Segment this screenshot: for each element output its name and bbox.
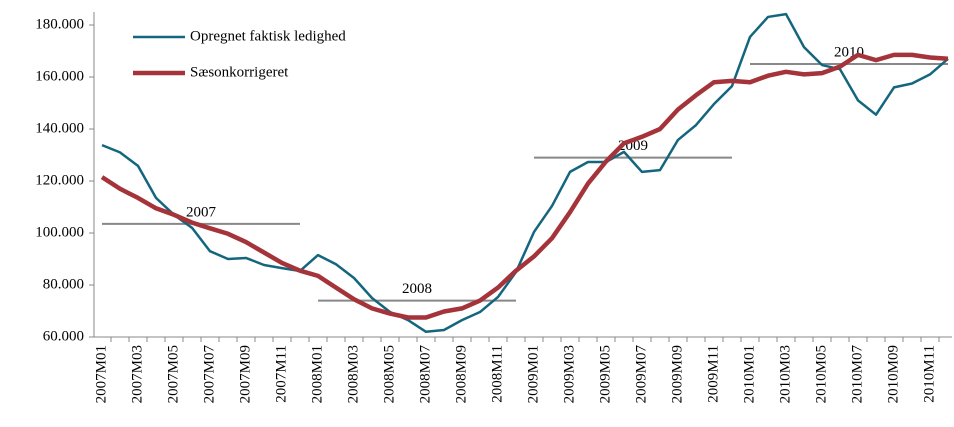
x-tick-label: 2009M11 <box>705 345 721 403</box>
y-tick-label: 120.000 <box>35 172 84 188</box>
x-tick-label: 2009M03 <box>561 345 577 403</box>
y-tick-label: 180.000 <box>35 16 84 32</box>
x-tick-label: 2007M03 <box>129 345 145 403</box>
y-tick-label: 80.000 <box>43 276 84 292</box>
x-tick-label: 2010M05 <box>813 345 829 403</box>
series-line <box>101 12 949 334</box>
x-tick-label: 2007M05 <box>165 345 181 403</box>
x-tick-label: 2008M09 <box>453 345 469 403</box>
x-tick-label: 2009M09 <box>669 345 685 403</box>
y-tick-label: 100.000 <box>35 224 84 240</box>
annual-average-label: 2007 <box>186 204 217 220</box>
legend-label: Opregnet faktisk ledighed <box>190 28 346 44</box>
x-tick-label: 2007M11 <box>273 345 289 403</box>
x-tick-label: 2007M07 <box>201 345 217 404</box>
y-tick-label: 140.000 <box>35 120 84 136</box>
x-tick-label: 2009M07 <box>633 345 649 404</box>
x-tick-label: 2008M07 <box>417 345 433 404</box>
x-tick-label: 2007M01 <box>93 345 109 403</box>
x-tick-label: 2010M07 <box>849 345 865 404</box>
x-tick-label: 2008M11 <box>489 345 505 403</box>
x-tick-label: 2007M09 <box>237 345 253 403</box>
annual-average-label: 2008 <box>402 281 432 297</box>
series-line <box>100 52 949 320</box>
y-tick-label: 160.000 <box>35 68 84 84</box>
x-tick-label: 2008M03 <box>345 345 361 403</box>
legend-label: Sæsonkorrigeret <box>190 64 289 80</box>
x-tick-label: 2009M05 <box>597 345 613 403</box>
annual-average-label: 2010 <box>834 44 864 60</box>
x-tick-label: 2008M05 <box>381 345 397 403</box>
x-tick-label: 2010M03 <box>777 345 793 403</box>
x-tick-label: 2010M09 <box>885 345 901 403</box>
x-tick-label: 2010M01 <box>741 345 757 403</box>
x-tick-label: 2010M11 <box>921 345 937 403</box>
x-tick-label: 2009M01 <box>525 345 541 403</box>
x-tick-label: 2008M01 <box>309 345 325 403</box>
y-tick-label: 60.000 <box>43 328 84 344</box>
